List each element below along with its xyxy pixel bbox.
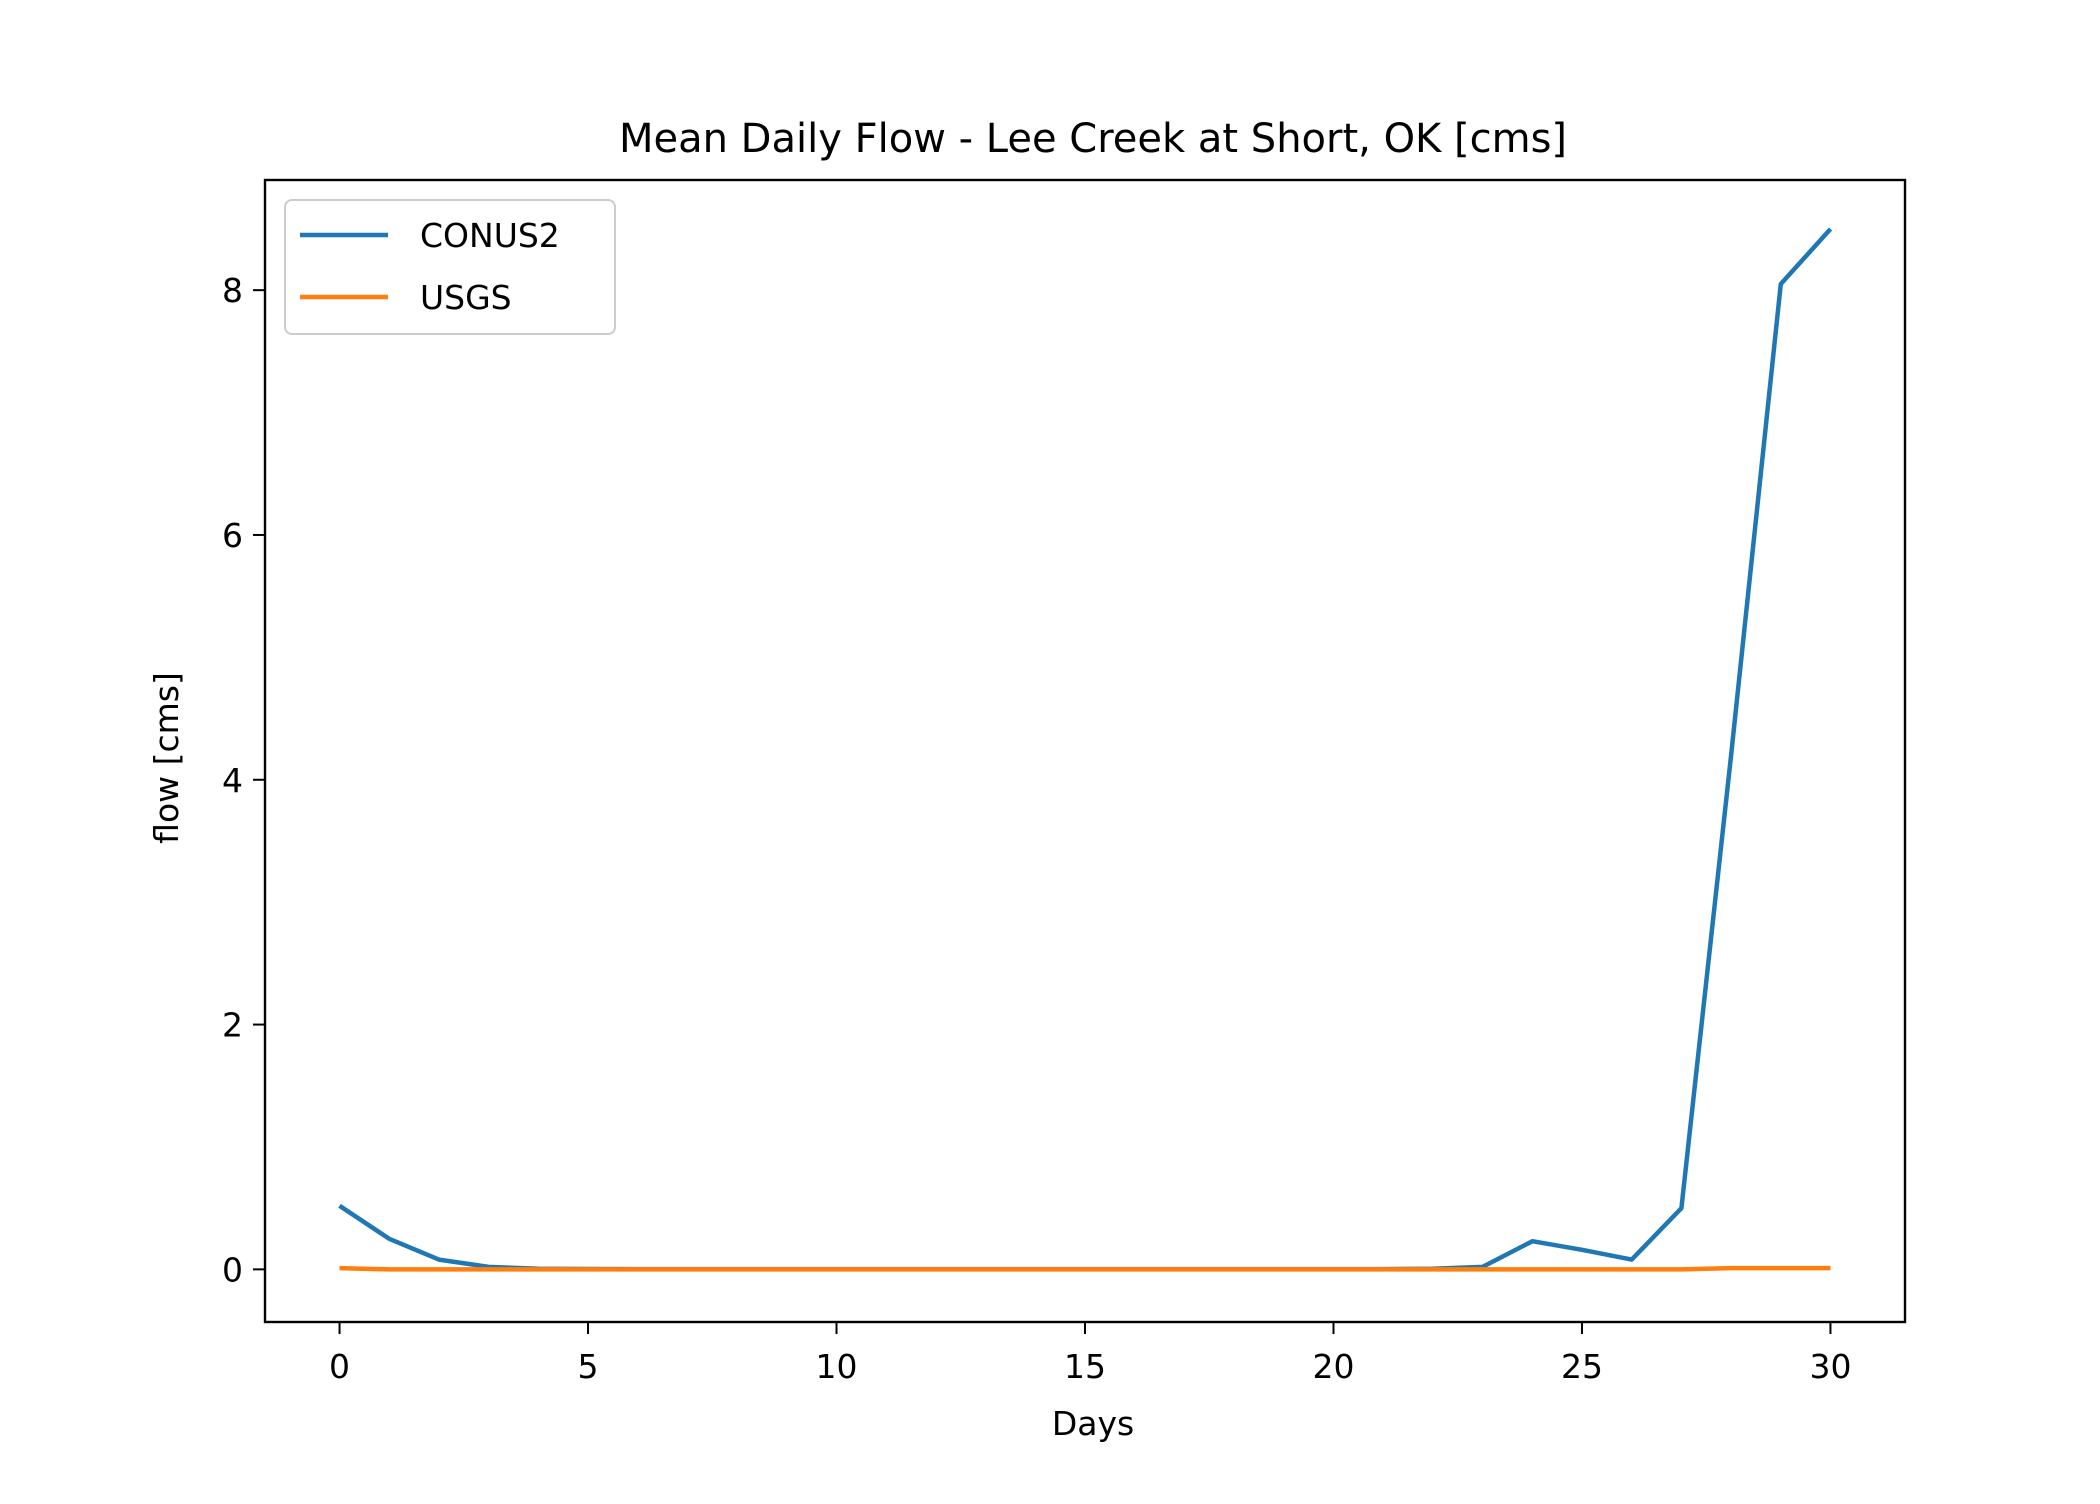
- y-axis: 0 2 4 6 8: [222, 271, 265, 1289]
- x-axis-label: Days: [1052, 1404, 1134, 1443]
- legend-label-conus2: CONUS2: [420, 216, 560, 255]
- x-tick-label: 5: [578, 1347, 599, 1386]
- x-tick-label: 30: [1809, 1347, 1851, 1386]
- y-tick-label: 6: [222, 516, 243, 555]
- y-tick-label: 8: [222, 271, 243, 310]
- y-tick-label: 4: [222, 761, 243, 800]
- legend-label-usgs: USGS: [420, 278, 512, 317]
- series-layer: [338, 227, 1833, 1272]
- x-tick-label: 20: [1312, 1347, 1354, 1386]
- legend: CONUS2 USGS: [284, 199, 616, 335]
- series-line-usgs: [339, 1265, 1831, 1272]
- x-axis: 0 5 10 15 20 25 30: [329, 1322, 1851, 1386]
- y-tick-label: 0: [222, 1250, 243, 1289]
- x-tick-label: 25: [1561, 1347, 1603, 1386]
- x-tick-label: 0: [329, 1347, 350, 1386]
- chart-title: Mean Daily Flow - Lee Creek at Short, OK…: [619, 116, 1567, 162]
- y-tick-label: 2: [222, 1006, 243, 1045]
- x-tick-label: 10: [816, 1347, 858, 1386]
- x-tick-label: 15: [1064, 1347, 1106, 1386]
- y-axis-label: flow [cms]: [147, 672, 186, 844]
